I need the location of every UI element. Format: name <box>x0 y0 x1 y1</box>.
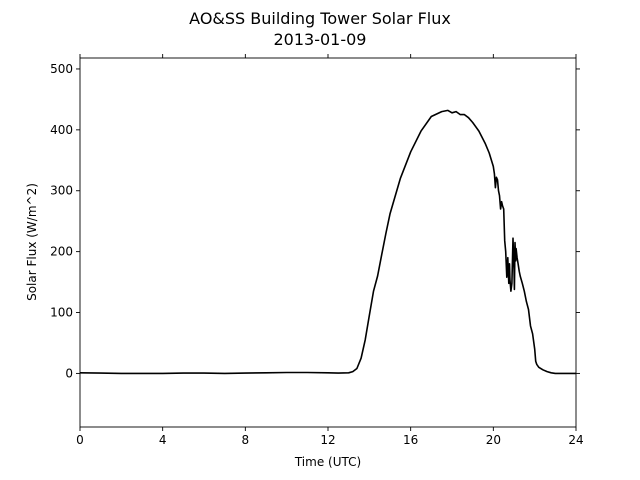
x-tick-label: 4 <box>159 433 167 447</box>
y-tick-label: 100 <box>50 306 73 320</box>
chart-subtitle: 2013-01-09 <box>274 30 367 49</box>
x-tick-label: 8 <box>242 433 250 447</box>
y-axis-label: Solar Flux (W/m^2) <box>25 183 39 301</box>
plot-frame <box>79 57 577 428</box>
axis-ticks <box>76 54 580 431</box>
y-tick-label: 200 <box>50 245 73 259</box>
y-tick-label: 400 <box>50 123 73 137</box>
series-line <box>79 109 576 375</box>
x-tick-label: 24 <box>568 433 583 447</box>
x-tick-label: 12 <box>320 433 335 447</box>
y-tick-label: 500 <box>50 62 73 76</box>
tick-labels: 0 4 8 12 16 20 24 0 100 200 300 400 500 <box>50 62 584 447</box>
y-tick-label: 0 <box>65 366 73 380</box>
x-axis-label: Time (UTC) <box>294 455 361 469</box>
x-tick-label: 16 <box>403 433 418 447</box>
x-tick-label: 0 <box>76 433 84 447</box>
y-tick-label: 300 <box>50 184 73 198</box>
chart-title: AO&SS Building Tower Solar Flux <box>189 9 451 28</box>
x-tick-label: 20 <box>486 433 501 447</box>
